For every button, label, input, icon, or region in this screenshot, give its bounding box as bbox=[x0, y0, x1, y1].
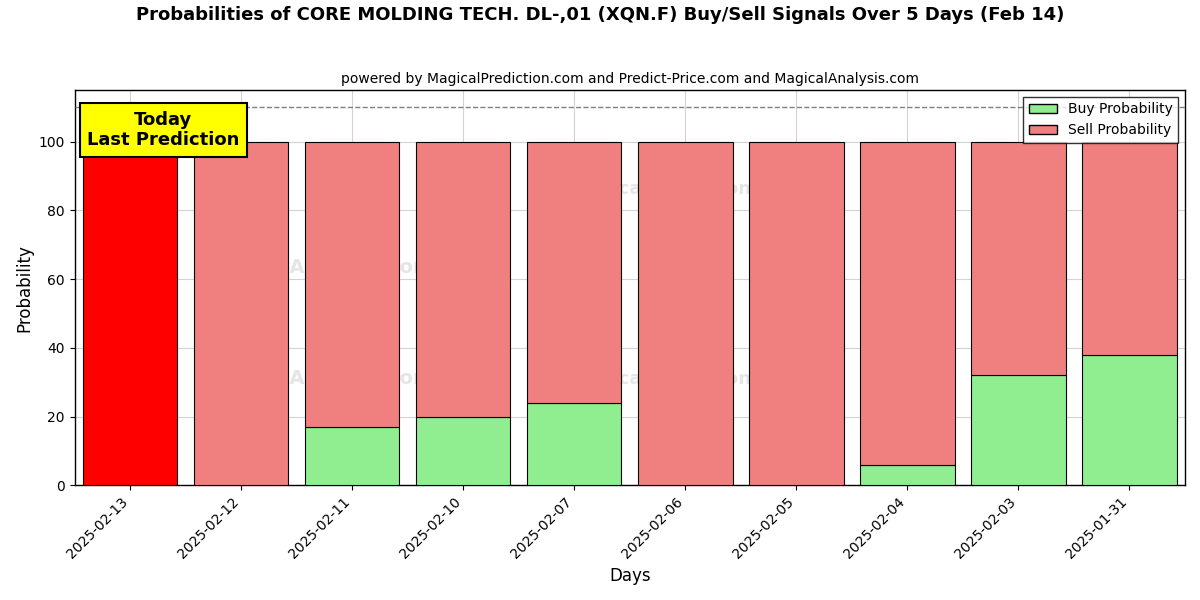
Bar bbox=[527, 142, 622, 403]
Bar bbox=[1082, 142, 1177, 355]
Bar bbox=[638, 142, 732, 485]
Title: powered by MagicalPrediction.com and Predict-Price.com and MagicalAnalysis.com: powered by MagicalPrediction.com and Pre… bbox=[341, 72, 919, 86]
Bar bbox=[416, 142, 510, 416]
Bar bbox=[305, 427, 400, 485]
X-axis label: Days: Days bbox=[610, 567, 650, 585]
Text: MagicalAnalysis.com: MagicalAnalysis.com bbox=[205, 369, 433, 388]
Text: MagicalPrediction.com: MagicalPrediction.com bbox=[570, 180, 800, 198]
Bar bbox=[971, 375, 1066, 485]
Bar bbox=[860, 464, 955, 485]
Text: MagicalAnalysis.com: MagicalAnalysis.com bbox=[205, 259, 433, 277]
Bar bbox=[749, 142, 844, 485]
Bar bbox=[527, 403, 622, 485]
Legend: Buy Probability, Sell Probability: Buy Probability, Sell Probability bbox=[1024, 97, 1178, 143]
Bar bbox=[83, 142, 178, 485]
Bar bbox=[971, 142, 1066, 375]
Text: Probabilities of CORE MOLDING TECH. DL-,01 (XQN.F) Buy/Sell Signals Over 5 Days : Probabilities of CORE MOLDING TECH. DL-,… bbox=[136, 6, 1064, 24]
Bar bbox=[305, 142, 400, 427]
Bar bbox=[860, 142, 955, 464]
Bar bbox=[416, 416, 510, 485]
Text: Today
Last Prediction: Today Last Prediction bbox=[88, 110, 240, 149]
Bar bbox=[1082, 355, 1177, 485]
Text: MagicalPrediction.com: MagicalPrediction.com bbox=[570, 370, 800, 388]
Bar bbox=[194, 142, 288, 485]
Y-axis label: Probability: Probability bbox=[16, 244, 34, 332]
